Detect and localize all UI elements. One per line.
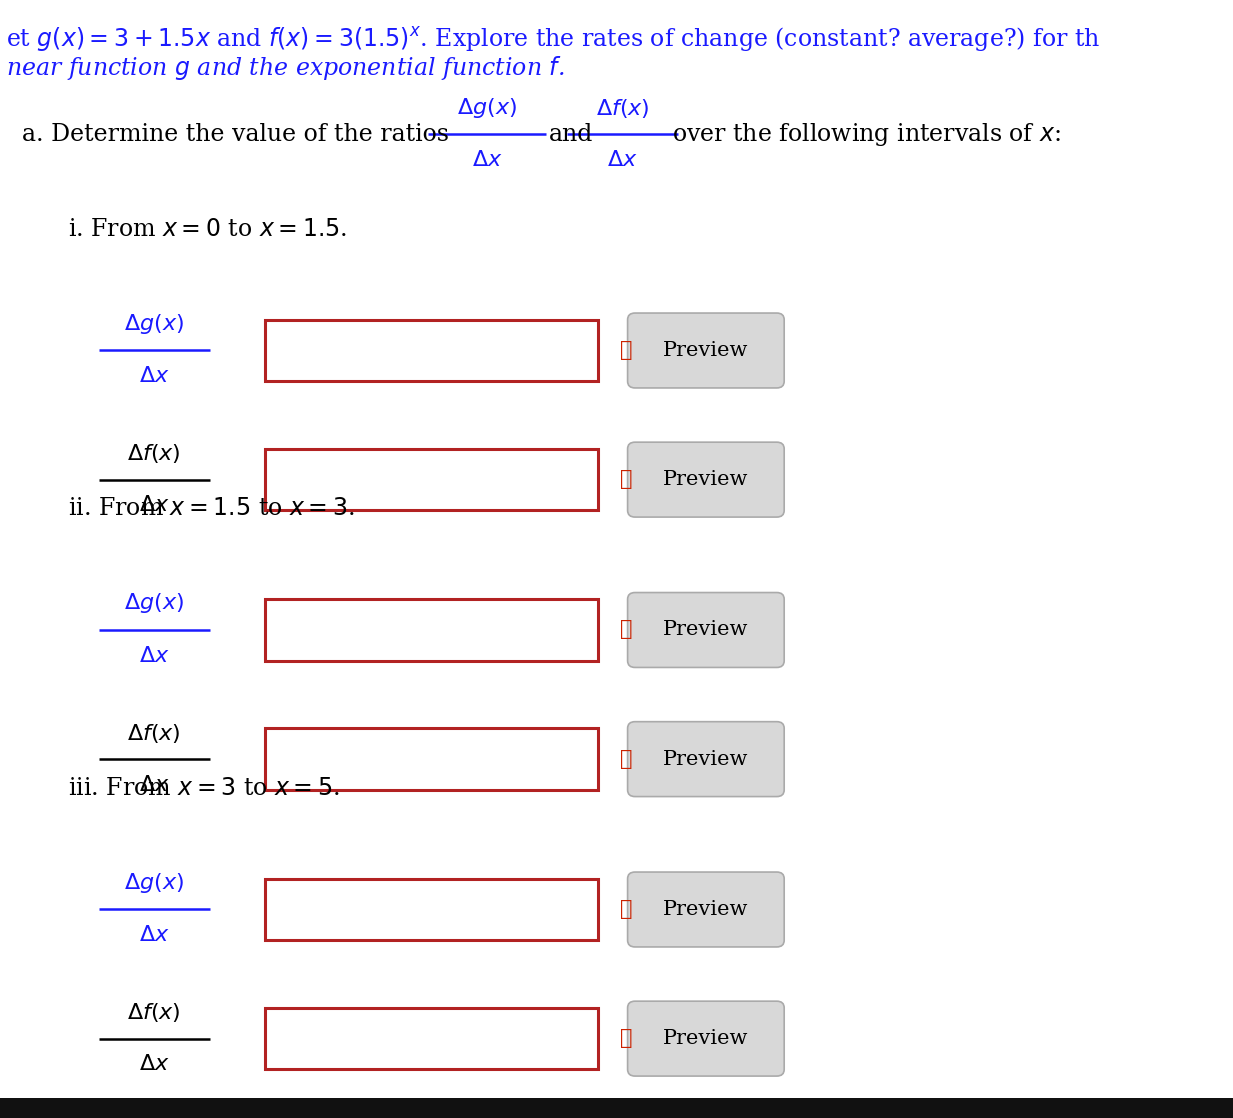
Text: $\Delta f(x)$: $\Delta f(x)$ — [127, 1001, 181, 1024]
FancyBboxPatch shape — [628, 722, 784, 796]
Text: ✖: ✖ — [620, 750, 633, 768]
Text: =: = — [284, 339, 305, 362]
Text: $\Delta x$: $\Delta x$ — [139, 774, 169, 796]
FancyBboxPatch shape — [628, 313, 784, 388]
Text: $\Delta g(x)$: $\Delta g(x)$ — [125, 871, 184, 894]
Text: iii. From $x = 3$ to $x = 5$.: iii. From $x = 3$ to $x = 5$. — [68, 777, 339, 799]
Text: near function $g$ and the exponential function $f$.: near function $g$ and the exponential fu… — [6, 54, 565, 82]
FancyBboxPatch shape — [628, 593, 784, 667]
Text: =: = — [284, 468, 305, 491]
Text: ✖: ✖ — [620, 341, 633, 360]
Text: $\Delta x$: $\Delta x$ — [139, 1053, 169, 1076]
Text: Preview: Preview — [663, 620, 748, 639]
Text: $\Delta x$: $\Delta x$ — [608, 149, 637, 171]
FancyBboxPatch shape — [265, 599, 598, 661]
Text: et $g(x) = 3 + 1.5x$ and $f(x) = 3(1.5)^x$. Explore the rates of change (constan: et $g(x) = 3 + 1.5x$ and $f(x) = 3(1.5)^… — [6, 25, 1101, 54]
FancyBboxPatch shape — [265, 448, 598, 510]
Text: $\Delta f(x)$: $\Delta f(x)$ — [596, 96, 650, 120]
FancyBboxPatch shape — [628, 1002, 784, 1076]
Text: over the following intervals of $x$:: over the following intervals of $x$: — [672, 121, 1060, 148]
FancyBboxPatch shape — [265, 729, 598, 789]
Text: ii. From $x = 1.5$ to $x = 3$.: ii. From $x = 1.5$ to $x = 3$. — [68, 498, 354, 520]
Text: $\Delta g(x)$: $\Delta g(x)$ — [457, 96, 517, 120]
Text: $\Delta g(x)$: $\Delta g(x)$ — [125, 591, 184, 615]
Text: $\Delta g(x)$: $\Delta g(x)$ — [125, 312, 184, 335]
Text: i. From $x = 0$ to $x = 1.5$.: i. From $x = 0$ to $x = 1.5$. — [68, 218, 346, 240]
Text: Preview: Preview — [663, 750, 748, 768]
FancyBboxPatch shape — [628, 442, 784, 517]
FancyBboxPatch shape — [265, 320, 598, 381]
Text: Preview: Preview — [663, 900, 748, 919]
Text: $\Delta f(x)$: $\Delta f(x)$ — [127, 442, 181, 465]
FancyBboxPatch shape — [0, 1098, 1233, 1118]
Text: $\Delta x$: $\Delta x$ — [472, 149, 502, 171]
Text: ✖: ✖ — [620, 620, 633, 639]
Text: a. Determine the value of the ratios: a. Determine the value of the ratios — [22, 123, 449, 145]
Text: $\Delta f(x)$: $\Delta f(x)$ — [127, 721, 181, 745]
Text: $\Delta x$: $\Delta x$ — [139, 644, 169, 666]
Text: ✖: ✖ — [620, 471, 633, 489]
Text: =: = — [284, 1027, 305, 1050]
FancyBboxPatch shape — [265, 1008, 598, 1069]
Text: ✖: ✖ — [620, 900, 633, 919]
Text: =: = — [284, 898, 305, 921]
Text: Preview: Preview — [663, 471, 748, 489]
Text: $\Delta x$: $\Delta x$ — [139, 494, 169, 517]
Text: ✖: ✖ — [620, 1030, 633, 1048]
Text: =: = — [284, 748, 305, 770]
Text: $\Delta x$: $\Delta x$ — [139, 364, 169, 387]
Text: =: = — [284, 618, 305, 642]
FancyBboxPatch shape — [265, 879, 598, 940]
Text: and: and — [549, 123, 593, 145]
Text: $\Delta x$: $\Delta x$ — [139, 923, 169, 946]
FancyBboxPatch shape — [628, 872, 784, 947]
Text: Preview: Preview — [663, 341, 748, 360]
Text: Preview: Preview — [663, 1030, 748, 1048]
